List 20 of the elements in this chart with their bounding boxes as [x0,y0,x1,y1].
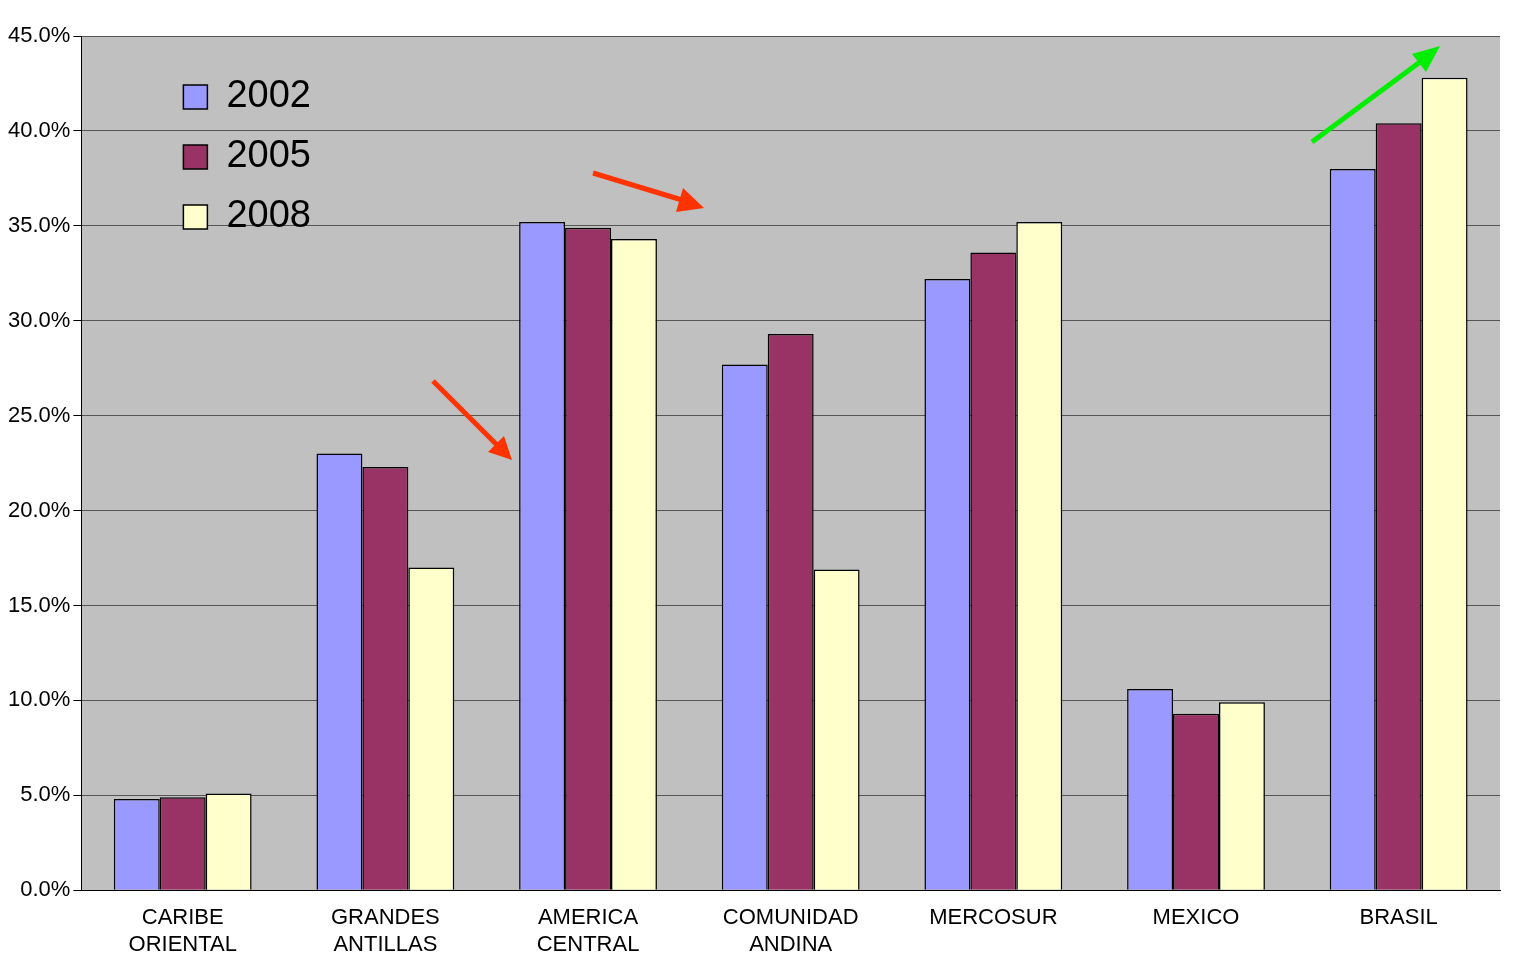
legend-label: 2005 [226,133,311,176]
y-tick-label: 10.0% [7,686,71,712]
x-tick-label: MERCOSUR [929,904,1058,930]
legend-label: 2008 [226,193,311,236]
y-tick-label: 20.0% [7,496,71,522]
y-tick-label: 0.0% [20,876,71,902]
x-tick-label: BRASIL [1359,904,1438,930]
y-tick-label: 30.0% [7,306,71,332]
x-tick-label: COMUNIDAD ANDINA [722,904,859,956]
x-tick-label: AMERICA CENTRAL [536,904,640,956]
x-tick-label: CARIBE ORIENTAL [128,904,237,956]
x-tick-label: GRANDES ANTILLAS [330,904,440,956]
y-tick-label: 5.0% [20,781,71,807]
y-tick-label: 15.0% [7,591,71,617]
y-tick-label: 40.0% [7,116,71,142]
y-tick-label: 45.0% [7,22,71,48]
legend-label: 2002 [226,73,311,116]
y-tick-label: 35.0% [7,211,71,237]
y-tick-label: 25.0% [7,401,71,427]
x-tick-label: MEXICO [1152,904,1240,930]
